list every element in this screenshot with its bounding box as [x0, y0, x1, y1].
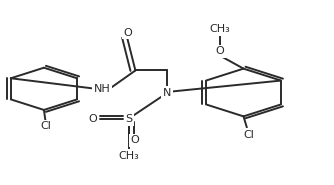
Text: CH₃: CH₃: [210, 24, 230, 34]
Text: CH₃: CH₃: [118, 151, 139, 161]
Text: Cl: Cl: [40, 122, 51, 132]
Text: O: O: [130, 135, 139, 145]
Text: NH: NH: [94, 84, 111, 94]
Text: Cl: Cl: [243, 130, 254, 140]
Text: O: O: [89, 114, 98, 124]
Text: O: O: [123, 28, 132, 38]
Text: S: S: [125, 114, 132, 124]
Text: N: N: [163, 88, 171, 97]
Text: O: O: [216, 46, 224, 56]
